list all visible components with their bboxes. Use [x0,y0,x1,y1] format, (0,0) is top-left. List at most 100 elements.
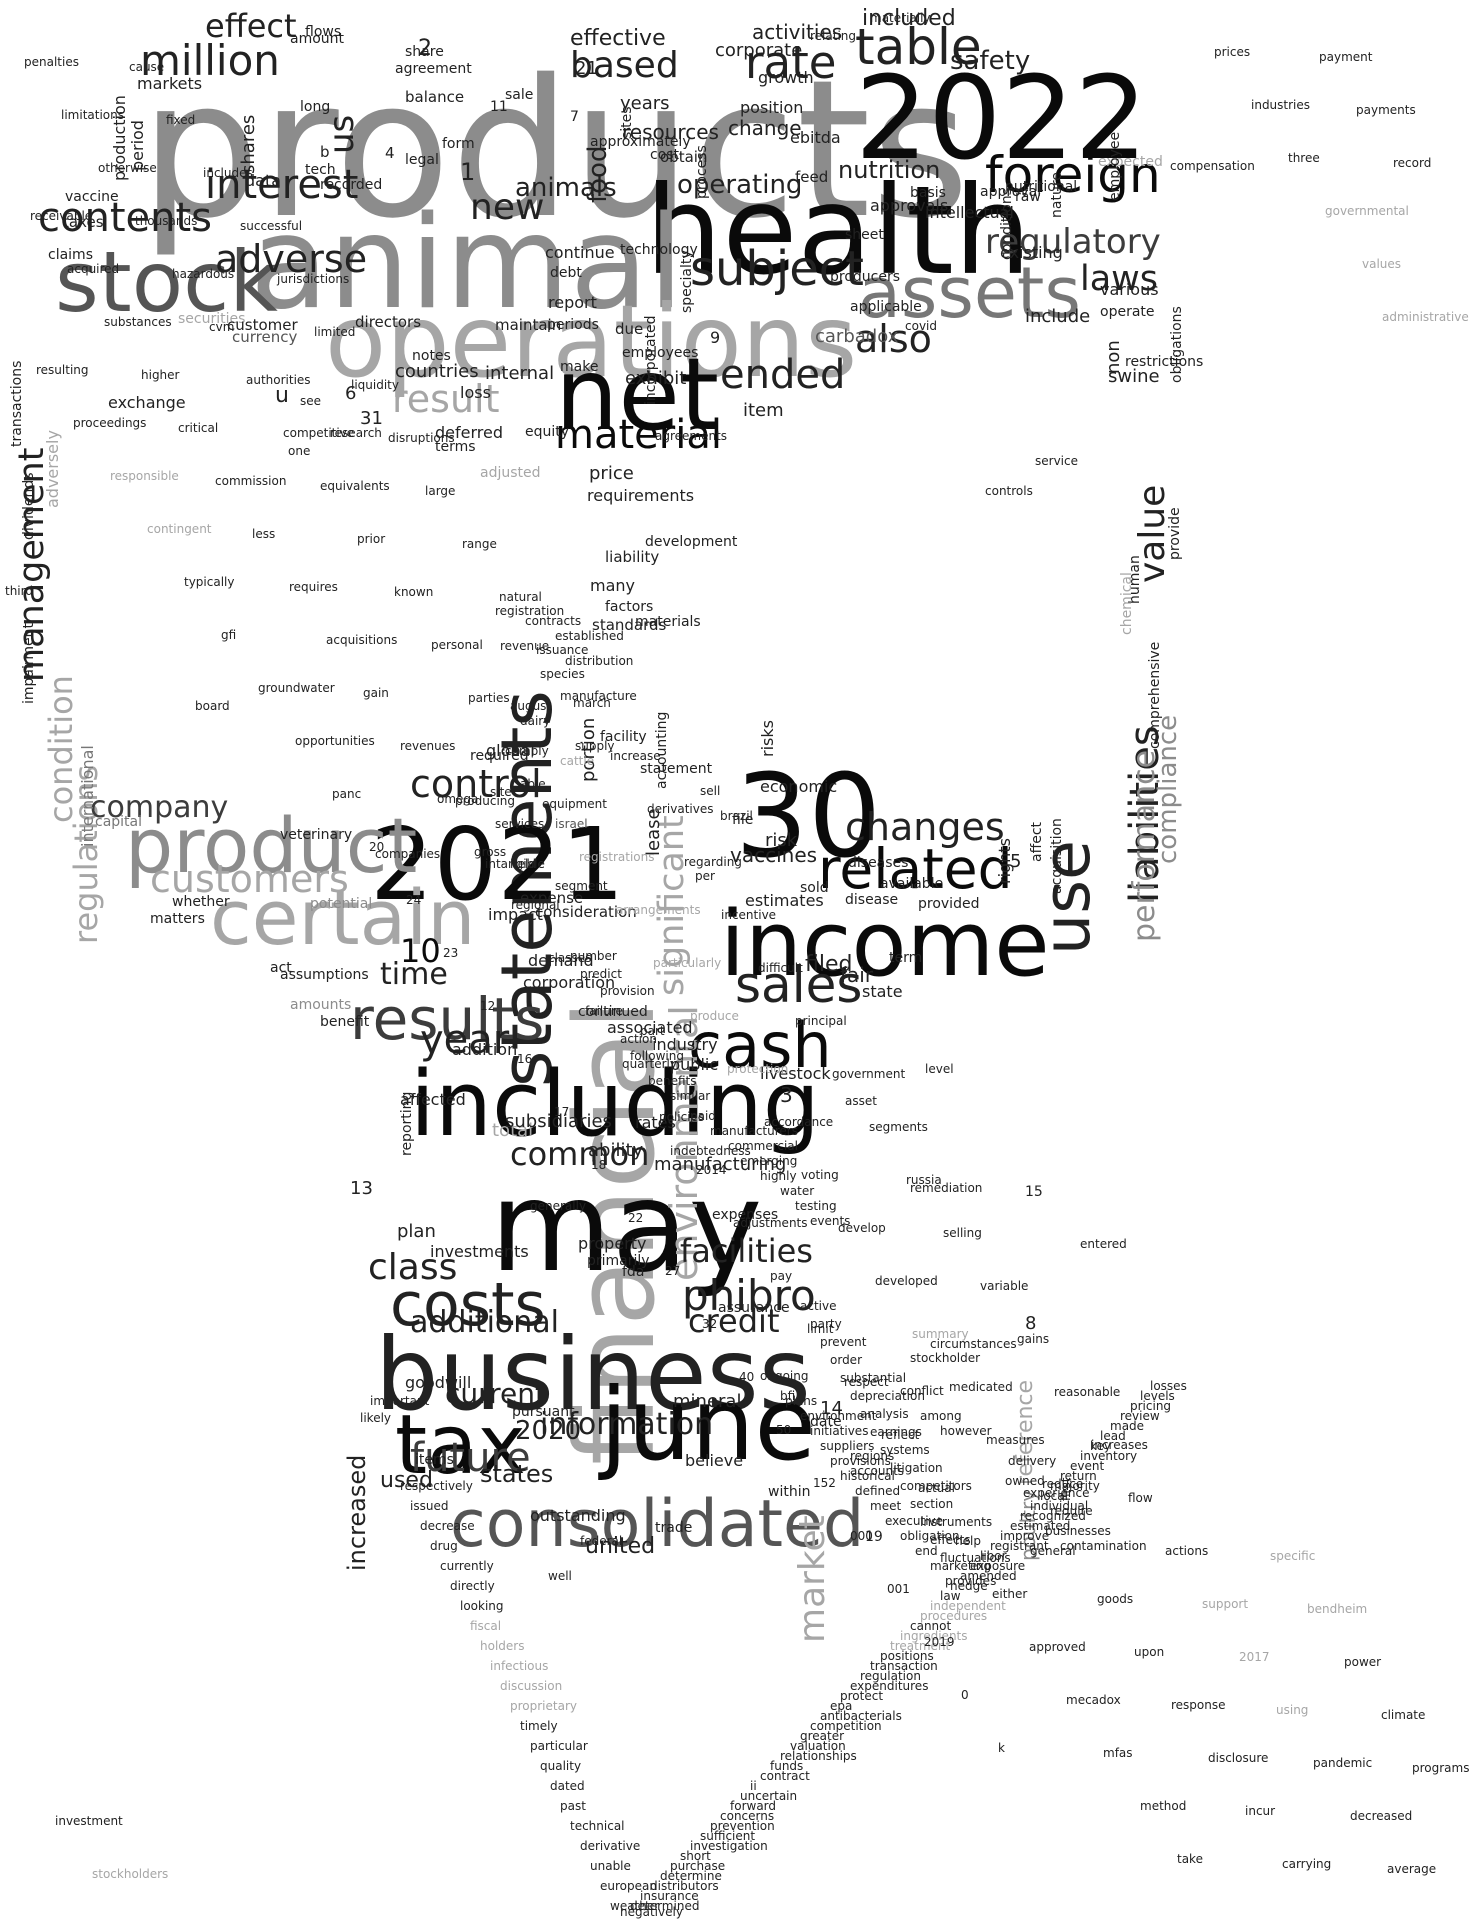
word-equity: equity [525,424,570,440]
word-effect: effect [205,7,297,45]
word-summary: summary [912,1327,969,1341]
word-transaction: transaction [870,1659,938,1673]
word-gross: gross [474,845,507,859]
word-results: results [350,985,545,1053]
word-phibro: phibro [682,1271,816,1320]
word-manufacturing: manufacturing [654,1154,787,1175]
word-2021: 2021 [370,806,625,923]
word-new: new [470,187,545,228]
word-adverse: adverse [215,237,368,281]
word-respectively: respectively [400,1479,473,1493]
word-registrations: registrations [579,850,655,864]
word-21: 21 [575,58,598,79]
word-regulatory: regulatory [985,222,1161,262]
word-known: known [394,585,434,599]
word-act: act [270,960,292,976]
word-nature: nature [1049,172,1065,218]
word-future: future [410,1435,531,1481]
word-ii: ii [750,1779,757,1793]
word-developed: developed [875,1274,938,1288]
word-taxes: taxes [63,213,104,231]
word-control: control [410,762,542,806]
word-6: 6 [345,383,357,404]
word-foreign: foreign [985,146,1161,204]
word-152: 152 [813,1476,836,1490]
word-income: income [720,892,1050,997]
word-third: third [5,584,33,598]
word-looking: looking [460,1599,504,1613]
word-antibacterials: antibacterials [820,1709,902,1723]
word-dairy: dairy [520,714,551,728]
word-sale: sale [505,87,534,103]
word-proceedings: proceedings [73,416,147,430]
word-upon: upon [1134,1645,1165,1659]
word-established: established [555,629,624,643]
word-estimated: estimated [1010,1519,1071,1533]
word-russia: russia [906,1173,942,1187]
word-specific: specific [1270,1549,1316,1563]
word-otherwise: otherwise [98,161,157,175]
word-inventory: inventory [1080,1449,1138,1463]
word-segments: segments [869,1120,928,1134]
word-2: 2 [418,36,432,61]
word-file: file [732,812,754,828]
word-specialty: specialty [679,250,695,313]
word-2017: 2017 [1239,1650,1270,1664]
word-limited: limited [314,325,356,339]
word-events: events [810,1214,851,1228]
word-potential: potential [310,896,373,912]
word-intangible: intangible [485,857,545,871]
word-consolidated: consolidated [450,1487,865,1562]
word-internal: internal [485,363,555,384]
word-activities: activities [752,20,843,44]
word-litigation: litigation [890,1461,943,1475]
word-16: 16 [517,1052,533,1066]
word-assets: assets [858,252,1081,334]
word-gfi: gfi [221,628,237,642]
word-indebtedness: indebtedness [670,1144,751,1158]
word-using: using [1276,1703,1309,1717]
word-discussion: discussion [500,1679,563,1693]
word-level: level [925,1062,954,1076]
word-form: form [442,136,475,152]
word-market: market [792,1515,833,1643]
word-increase: increase [610,749,661,763]
word-reporting: reporting [399,1091,415,1156]
word-per: per [695,869,715,883]
word-believe: believe [685,1451,744,1470]
word-measures: measures [986,1433,1045,1447]
word-date: date [810,1414,842,1430]
word-derivative: derivative [580,1839,641,1853]
word-able: able [520,777,546,791]
word-products: products [140,39,970,260]
word-amount: amount [290,31,345,47]
word-approval: approval [980,184,1042,200]
word-year: year [420,1017,510,1063]
word-well: well [548,1569,572,1583]
word-materials: materials [635,614,701,630]
word-cattle: cattle [560,754,595,768]
word-earnings: earnings [870,1425,922,1439]
word-states: states [480,1460,554,1488]
word-benefit: benefit [320,1014,370,1030]
word-data: data [245,171,282,190]
word-facility: facility [600,729,647,745]
word-part: part [640,1024,665,1038]
word-materially: materially [870,11,931,25]
word-suppliers: suppliers [820,1439,875,1453]
word-sheet: sheet [845,227,884,243]
word-3: 3 [780,1083,793,1107]
word-sell: sell [700,784,721,798]
word-b: b [320,143,330,161]
word-factors: factors [605,599,654,615]
word-entered: entered [1080,1237,1127,1251]
word-veterinary: veterinary [280,827,353,843]
word-general: general [1030,1544,1076,1558]
word-legal: legal [405,152,439,168]
word-treatment: treatment [890,1639,951,1653]
word-include: include [1025,306,1091,327]
word-standards: standards [592,616,667,634]
word-initiatives: initiatives [810,1424,869,1438]
word-pursuant: pursuant [512,1404,575,1420]
word-hazardous: hazardous [172,267,235,281]
